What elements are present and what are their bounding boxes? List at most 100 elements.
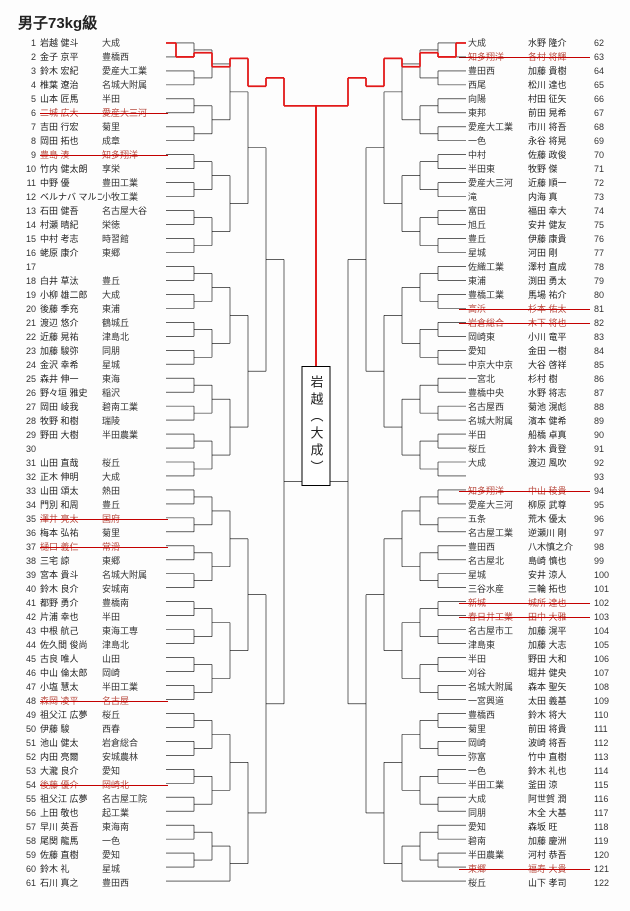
entrant-row: 119加藤 慶洲碧南 — [459, 834, 612, 848]
entrant-row: 29野田 大樹半田農業 — [18, 428, 168, 442]
entrant-row: 7吉田 行宏菊里 — [18, 120, 168, 134]
entrant-row: 100安井 涼人星城 — [459, 568, 612, 582]
entrant-row: 35澤井 亮太国府 — [18, 512, 168, 526]
entrants-left: 1岩越 健斗大成2金子 京平豊橋西3鈴木 宏紀愛産大工業4椎葉 遼治名城大附属5… — [18, 36, 168, 890]
winner-label: 岩越（大成） — [302, 366, 331, 486]
entrant-row: 92渡辺 風吹大成 — [459, 456, 612, 470]
entrant-row: 74福田 幸大富田 — [459, 204, 612, 218]
entrant-row: 5山本 匠馬半田 — [18, 92, 168, 106]
entrant-row: 105加藤 大志津島東 — [459, 638, 612, 652]
entrant-row: 66村田 征矢向陽 — [459, 92, 612, 106]
entrant-row: 96荒木 優太五条 — [459, 512, 612, 526]
entrant-row: 107堀井 健央刈谷 — [459, 666, 612, 680]
entrant-row: 102城所 達也新城 — [459, 596, 612, 610]
entrant-row: 20後藤 季充東浦 — [18, 302, 168, 316]
entrant-row: 116阿世賀 潤大成 — [459, 792, 612, 806]
entrant-row: 22近藤 晃祐津島北 — [18, 330, 168, 344]
entrant-row: 117木全 大基同朋 — [459, 806, 612, 820]
entrant-row: 24金沢 幸希星城 — [18, 358, 168, 372]
entrant-row: 60鈴木 礼星城 — [18, 862, 168, 876]
entrant-row: 2金子 京平豊橋西 — [18, 50, 168, 64]
entrant-row: 108森本 聖矢名城大附属 — [459, 680, 612, 694]
entrant-row: 103田中 大雅春日井工業 — [459, 610, 612, 624]
entrant-row: 90船橋 卓真半田 — [459, 428, 612, 442]
entrant-row: 110鈴木 将大豊橋西 — [459, 708, 612, 722]
entrant-row: 63各村 将輝知多翔洋 — [459, 50, 612, 64]
entrant-row: 65松川 達也西尾 — [459, 78, 612, 92]
entrant-row: 8岡田 拓也成章 — [18, 134, 168, 148]
entrant-row: 17 — [18, 260, 168, 274]
entrant-row: 76伊藤 康貴豊丘 — [459, 232, 612, 246]
entrant-row: 26野々垣 雅史稲沢 — [18, 386, 168, 400]
entrant-row: 57早川 英吾東海南 — [18, 820, 168, 834]
entrant-row: 62水野 隆介大成 — [459, 36, 612, 50]
entrant-row: 31山田 直哉桜丘 — [18, 456, 168, 470]
entrant-row: 80馬場 祐介豊橋工業 — [459, 288, 612, 302]
entrant-row: 93 — [459, 470, 612, 484]
entrant-row: 79渕田 勇太東浦 — [459, 274, 612, 288]
entrant-row: 87水野 将志豊橋中央 — [459, 386, 612, 400]
entrant-row: 39宮本 貴斗名城大附属 — [18, 568, 168, 582]
entrant-row: 45古良 唯人山田 — [18, 652, 168, 666]
entrant-row: 54後藤 優介岡崎北 — [18, 778, 168, 792]
entrant-row: 34門別 和周豊丘 — [18, 498, 168, 512]
entrant-row: 32正木 伸明大成 — [18, 470, 168, 484]
entrant-row: 61石川 真之豊田西 — [18, 876, 168, 890]
entrant-row: 10竹内 健太朗享栄 — [18, 162, 168, 176]
entrant-row: 70佐藤 政俊中村 — [459, 148, 612, 162]
entrant-row: 36梅本 弘祐菊里 — [18, 526, 168, 540]
entrant-row: 59佐藤 直樹愛知 — [18, 848, 168, 862]
entrant-row: 30 — [18, 442, 168, 456]
entrant-row: 120河村 恭吾半田農業 — [459, 848, 612, 862]
entrant-row: 50伊藤 駿西春 — [18, 722, 168, 736]
entrant-row: 4椎葉 遼治名城大附属 — [18, 78, 168, 92]
entrant-row: 19小柳 雄二郎大成 — [18, 288, 168, 302]
entrant-row: 47小塩 慧太半田工業 — [18, 680, 168, 694]
entrant-row: 27岡田 崚我碧南工業 — [18, 400, 168, 414]
entrant-row: 118森坂 旺愛知 — [459, 820, 612, 834]
entrant-row: 58尾関 龍馬一色 — [18, 834, 168, 848]
entrant-row: 40鈴木 良介安城南 — [18, 582, 168, 596]
page-title: 男子73kg級 — [18, 12, 97, 33]
entrant-row: 106野田 大和半田 — [459, 652, 612, 666]
entrant-row: 44佐久間 俊尚津島北 — [18, 638, 168, 652]
entrant-row: 46中山 倫太郎岡崎 — [18, 666, 168, 680]
entrants-right: 62水野 隆介大成63各村 将輝知多翔洋64加藤 貴樹豊田西65松川 達也西尾6… — [459, 36, 612, 890]
entrant-row: 81杉本 佑太高浜 — [459, 302, 612, 316]
entrant-row: 98八木慎之介豊田西 — [459, 540, 612, 554]
entrant-row: 99島崎 慎也名古屋北 — [459, 554, 612, 568]
entrant-row: 113竹中 直樹弥富 — [459, 750, 612, 764]
entrant-row: 9豊島 湊知多翔洋 — [18, 148, 168, 162]
entrant-row: 85大谷 啓祥中京大中京 — [459, 358, 612, 372]
entrant-row: 83小川 竜平岡崎東 — [459, 330, 612, 344]
entrant-row: 13石田 健吾名古屋大谷 — [18, 204, 168, 218]
entrant-row: 94中山 稜貴知多翔洋 — [459, 484, 612, 498]
entrant-row: 91鈴木 貴登桜丘 — [459, 442, 612, 456]
entrant-row: 77河田 剛星城 — [459, 246, 612, 260]
entrant-row: 114鈴木 礼也一色 — [459, 764, 612, 778]
entrant-row: 18白井 草汰豊丘 — [18, 274, 168, 288]
entrant-row: 84金田 一樹愛知 — [459, 344, 612, 358]
entrant-row: 122山下 孝司桜丘 — [459, 876, 612, 890]
entrant-row: 97逆瀬川 剛名古屋工業 — [459, 526, 612, 540]
entrant-row: 41都野 勇介豊橋南 — [18, 596, 168, 610]
entrant-row: 37樋口 義仁常滑 — [18, 540, 168, 554]
entrant-row: 115釜田 涼半田工業 — [459, 778, 612, 792]
entrant-row: 72近藤 順一愛産大三河 — [459, 176, 612, 190]
entrant-row: 121福寿 大貴東郷 — [459, 862, 612, 876]
entrant-row: 1岩越 健斗大成 — [18, 36, 168, 50]
entrant-row: 12ベルナバ マルコ小牧工業 — [18, 190, 168, 204]
entrant-row: 25森井 伸一東海 — [18, 372, 168, 386]
entrant-row: 73内海 真滝 — [459, 190, 612, 204]
entrant-row: 48森岡 凌平名古屋 — [18, 694, 168, 708]
entrant-row: 95柳原 武尊愛産大三河 — [459, 498, 612, 512]
entrant-row: 69永谷 将晃一色 — [459, 134, 612, 148]
entrant-row: 11中野 優豊田工業 — [18, 176, 168, 190]
entrant-row: 111前田 将貴菊里 — [459, 722, 612, 736]
entrant-row: 14村瀬 晴紀栄徳 — [18, 218, 168, 232]
entrant-row: 55祖父江 広夢名古屋工院 — [18, 792, 168, 806]
entrant-row: 56上田 敬也起工業 — [18, 806, 168, 820]
entrant-row: 109太田 義基一宮興道 — [459, 694, 612, 708]
entrant-row: 88菊池 滉彪名古屋西 — [459, 400, 612, 414]
bracket: 岩越（大成） — [166, 36, 466, 894]
